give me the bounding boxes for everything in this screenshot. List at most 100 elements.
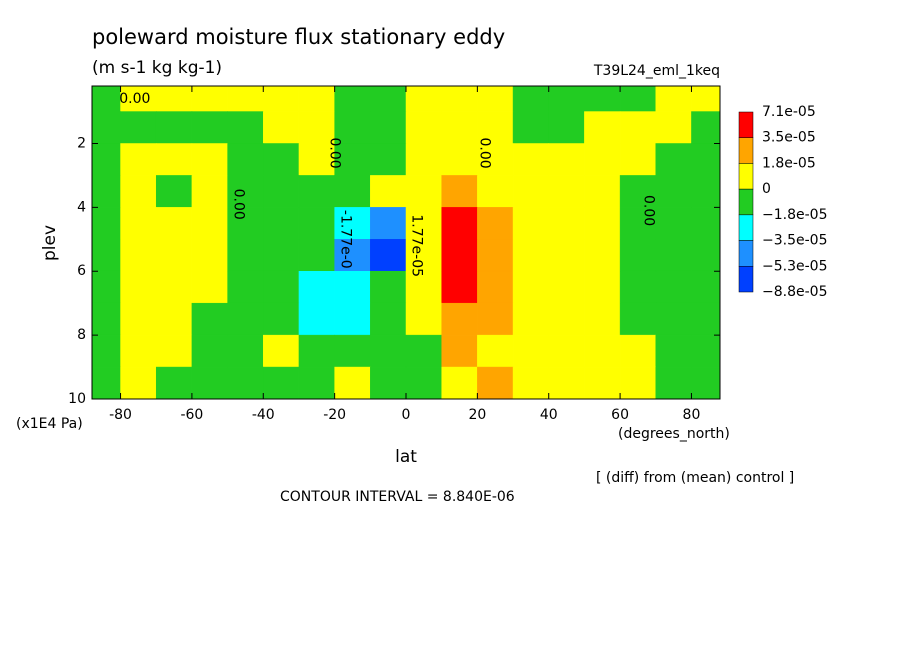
contour-cell (655, 143, 692, 176)
contour-cell (334, 239, 371, 272)
contour-cell (584, 175, 621, 208)
contour-cell (441, 366, 478, 400)
colorbar-label: 1.8e-05 (762, 155, 816, 171)
contour-cell (512, 239, 549, 272)
colorbar-box (738, 214, 754, 241)
x-tick-label: -40 (252, 407, 275, 423)
contour-cell (155, 302, 193, 336)
y-tick-label: 10 (68, 391, 86, 407)
contour-cell (441, 85, 478, 112)
contour-cell (584, 302, 621, 336)
contour-cell (477, 366, 514, 400)
contour-cell (263, 143, 300, 176)
contour-cell (655, 207, 692, 240)
contour-cell (655, 239, 692, 272)
contour-cell (691, 85, 721, 112)
contour-label: 0.00 (230, 189, 246, 220)
contour-cell (619, 270, 657, 304)
colorbar-label: 0 (762, 181, 771, 197)
contour-cell (619, 302, 657, 336)
contour-cell (334, 270, 371, 304)
contour-cell (584, 85, 621, 112)
contour-cell (655, 270, 692, 304)
contour-cell (512, 207, 549, 240)
contour-cell (298, 239, 335, 272)
contour-cell (512, 302, 549, 336)
contour-cell (370, 207, 407, 240)
contour-cell (191, 270, 228, 304)
contour-cell (227, 334, 264, 368)
contour-cell (548, 239, 585, 272)
contour-cell (227, 239, 264, 272)
contour-cell (512, 175, 549, 208)
x-tick-label: 20 (468, 407, 486, 423)
contour-cell (655, 302, 692, 336)
contour-cell (370, 143, 407, 176)
colorbar-label: −8.8e-05 (762, 284, 827, 300)
contour-cell (263, 366, 300, 400)
contour-cell (655, 366, 692, 400)
contour-cell (298, 334, 335, 368)
x-tick-label: 60 (611, 407, 629, 423)
contour-cell (370, 302, 407, 336)
contour-cell (441, 207, 478, 240)
colorbar-box (738, 240, 754, 267)
contour-cell (405, 143, 442, 176)
contour-cell (155, 270, 193, 304)
contour-cell (120, 302, 157, 336)
contour-cell (548, 111, 585, 144)
contour-cell (298, 175, 335, 208)
contour-cell (691, 239, 721, 272)
contour-cell (155, 239, 193, 272)
contour-cell (191, 366, 228, 400)
contour-cell (263, 111, 300, 144)
colorbar-label: 3.5e-05 (762, 130, 816, 146)
contour-cell (548, 270, 585, 304)
contour-cell (334, 366, 371, 400)
contour-cell (691, 143, 721, 176)
contour-cell (120, 334, 157, 368)
contour-cell (91, 366, 121, 400)
contour-cell (227, 111, 264, 144)
contour-cell (655, 334, 692, 368)
contour-cell (405, 207, 442, 240)
contour-cell (655, 85, 692, 112)
contour-cell (548, 334, 585, 368)
contour-cell (91, 143, 121, 176)
contour-cell (91, 207, 121, 240)
contour-cell (298, 207, 335, 240)
contour-cell (691, 366, 721, 400)
contour-cell (91, 334, 121, 368)
contour-cell (584, 366, 621, 400)
contour-cell (263, 302, 300, 336)
colorbar-label: −5.3e-05 (762, 258, 827, 274)
colorbar-label: −1.8e-05 (762, 207, 827, 223)
contour-cell (405, 302, 442, 336)
contour-cell (370, 334, 407, 368)
contour-cell (334, 175, 371, 208)
contour-cell (691, 175, 721, 208)
chart-title: poleward moisture flux stationary eddy (92, 25, 505, 49)
contour-cell (227, 302, 264, 336)
contour-cell (191, 85, 228, 112)
contour-cell (477, 270, 514, 304)
x-axis-label: lat (395, 447, 417, 467)
contour-cell (584, 334, 621, 368)
contour-cell (441, 270, 478, 304)
contour-cell (120, 175, 157, 208)
contour-cell (334, 111, 371, 144)
contour-cell (441, 302, 478, 336)
colorbar-box (738, 163, 754, 190)
contour-cell (120, 111, 157, 144)
contour-cell (370, 111, 407, 144)
colorbar-label: 7.1e-05 (762, 104, 816, 120)
contour-label: -1.77e-0 (337, 210, 353, 269)
contour-cell (477, 111, 514, 144)
contour-cell (263, 334, 300, 368)
contour-cell (191, 302, 228, 336)
contour-cell (227, 366, 264, 400)
contour-cell (91, 270, 121, 304)
contour-cell (441, 111, 478, 144)
